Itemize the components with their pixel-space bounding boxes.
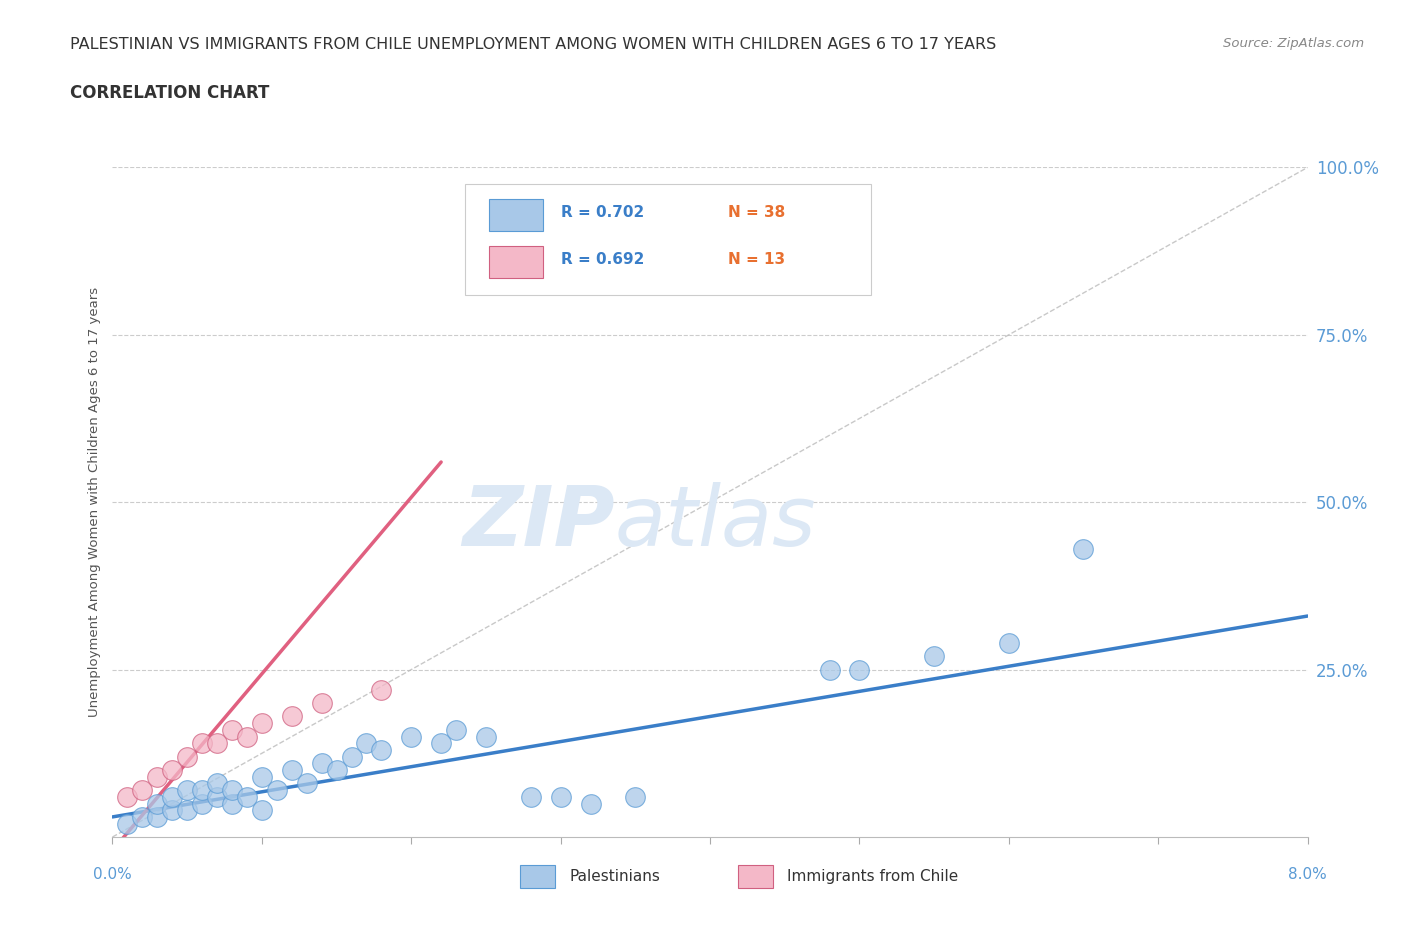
Text: atlas: atlas <box>614 482 815 563</box>
Point <box>191 783 214 798</box>
Point <box>221 723 243 737</box>
Bar <box>489 246 543 278</box>
Point <box>1073 541 1095 556</box>
Point <box>205 736 228 751</box>
Point <box>250 769 273 784</box>
Point <box>117 817 139 831</box>
Point <box>131 783 153 798</box>
Point <box>370 742 392 757</box>
Point <box>922 649 945 664</box>
Point <box>250 803 273 817</box>
Point <box>146 796 169 811</box>
Text: ZIP: ZIP <box>461 482 614 563</box>
Point <box>191 736 214 751</box>
Point <box>236 790 259 804</box>
Point <box>191 796 214 811</box>
Point <box>205 790 228 804</box>
Point <box>176 750 198 764</box>
Text: N = 38: N = 38 <box>728 206 785 220</box>
Text: N = 13: N = 13 <box>728 252 785 267</box>
Text: Source: ZipAtlas.com: Source: ZipAtlas.com <box>1223 37 1364 50</box>
Point <box>236 729 259 744</box>
Text: Palestinians: Palestinians <box>569 869 661 884</box>
Point <box>117 790 139 804</box>
Point <box>401 729 423 744</box>
Text: R = 0.702: R = 0.702 <box>561 206 644 220</box>
Point <box>848 662 870 677</box>
Point <box>998 635 1021 650</box>
Point <box>520 790 543 804</box>
Point <box>146 809 169 824</box>
Point <box>162 790 183 804</box>
FancyBboxPatch shape <box>465 184 872 295</box>
Text: 8.0%: 8.0% <box>1288 867 1327 882</box>
Point <box>176 803 198 817</box>
Point <box>266 783 288 798</box>
Text: CORRELATION CHART: CORRELATION CHART <box>70 84 270 101</box>
Text: PALESTINIAN VS IMMIGRANTS FROM CHILE UNEMPLOYMENT AMONG WOMEN WITH CHILDREN AGES: PALESTINIAN VS IMMIGRANTS FROM CHILE UNE… <box>70 37 997 52</box>
Point <box>311 756 333 771</box>
Point <box>550 790 572 804</box>
Point <box>162 763 183 777</box>
Point <box>221 783 243 798</box>
Point <box>162 803 183 817</box>
Text: Immigrants from Chile: Immigrants from Chile <box>787 869 959 884</box>
Point <box>624 790 647 804</box>
Point <box>818 662 841 677</box>
Point <box>340 750 363 764</box>
Point <box>370 683 392 698</box>
Point <box>205 776 228 790</box>
Point <box>250 716 273 731</box>
Y-axis label: Unemployment Among Women with Children Ages 6 to 17 years: Unemployment Among Women with Children A… <box>89 287 101 717</box>
Point <box>356 736 378 751</box>
Point <box>221 796 243 811</box>
Point <box>131 809 153 824</box>
Point <box>295 776 318 790</box>
Point <box>176 783 198 798</box>
Text: 0.0%: 0.0% <box>93 867 132 882</box>
Point <box>325 763 347 777</box>
Point <box>281 709 304 724</box>
Point <box>579 796 602 811</box>
Point <box>146 769 169 784</box>
Point <box>430 736 453 751</box>
Point <box>475 729 498 744</box>
Point <box>311 696 333 711</box>
Point <box>281 763 304 777</box>
Bar <box>489 199 543 231</box>
Text: R = 0.692: R = 0.692 <box>561 252 644 267</box>
Point <box>444 723 467 737</box>
